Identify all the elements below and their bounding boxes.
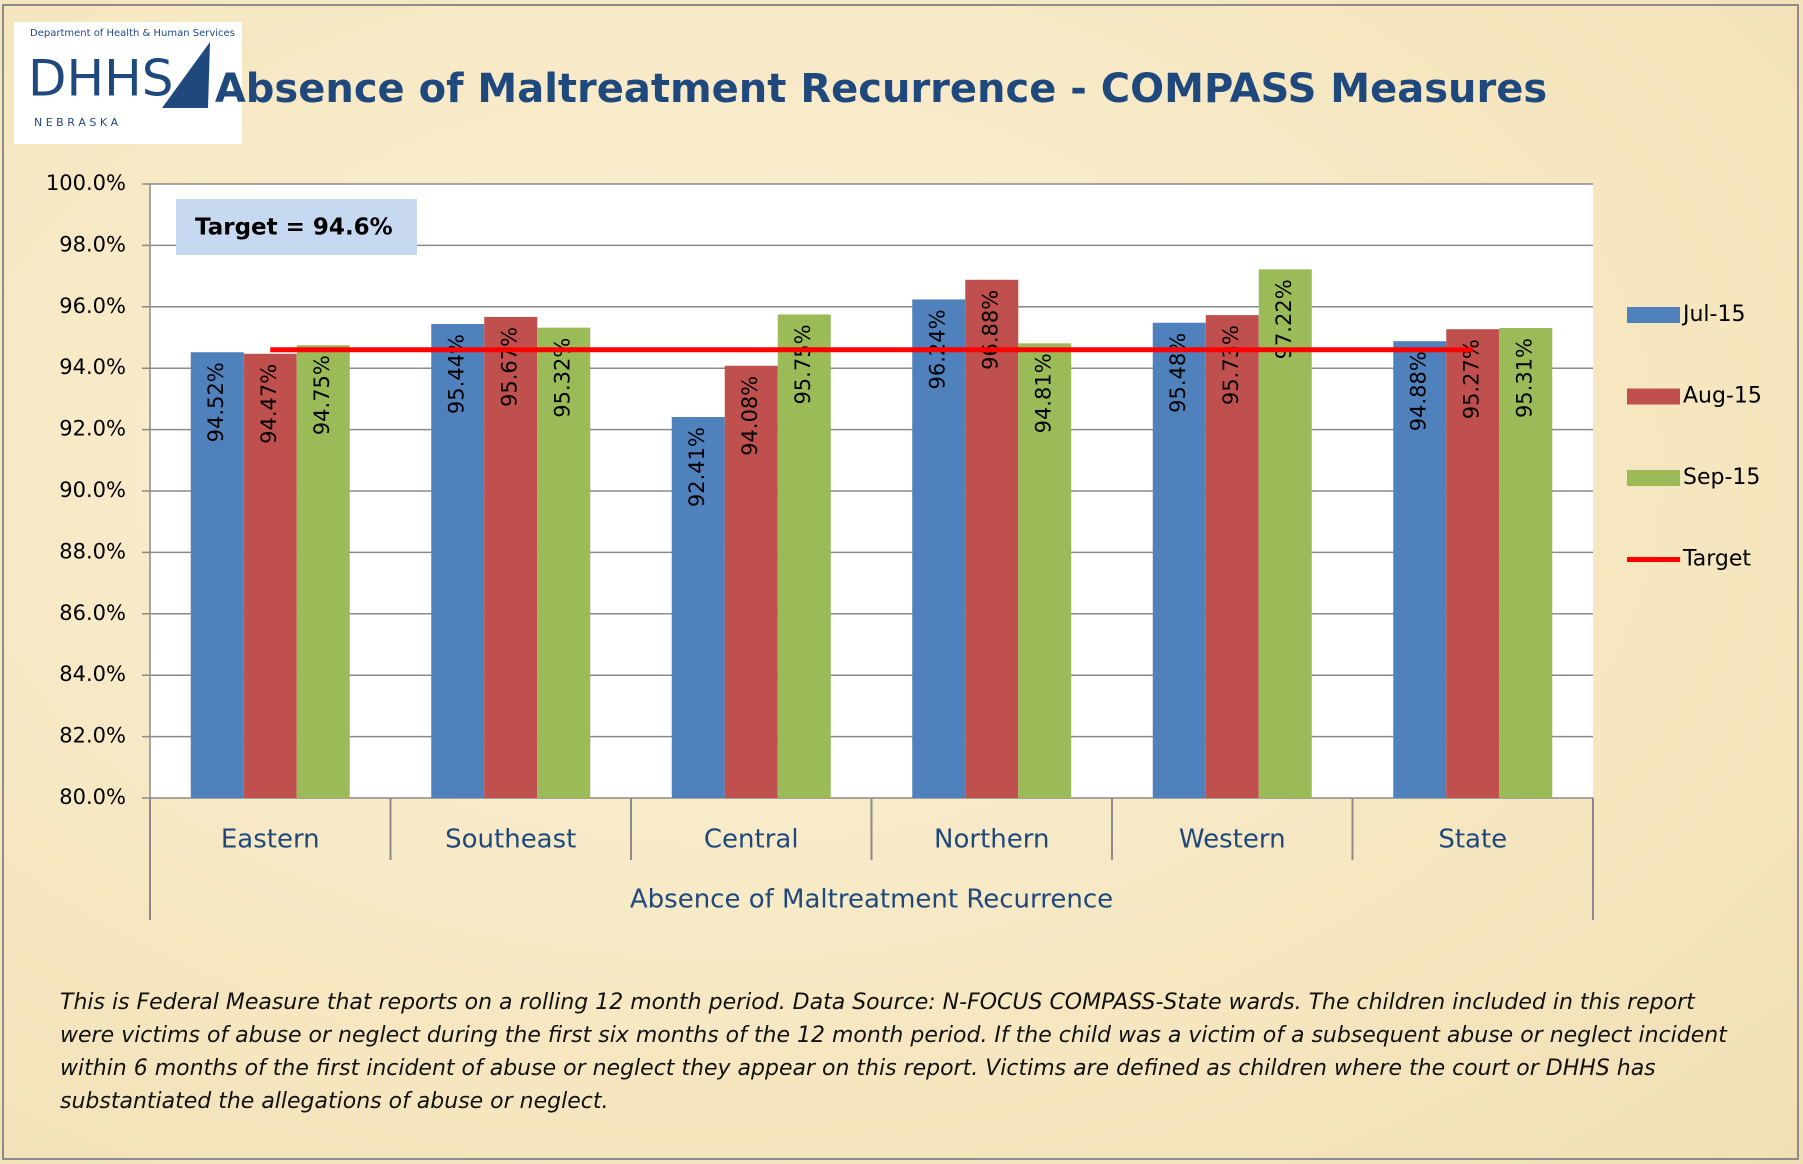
x-tick-label: State <box>1438 825 1507 855</box>
annotation: Target = 94.6% <box>195 215 393 241</box>
y-tick-label: 92.0% <box>59 417 126 441</box>
bar <box>296 345 350 798</box>
value-label: 97.22% <box>1272 279 1296 359</box>
bar <box>1446 329 1500 798</box>
bar <box>777 314 831 798</box>
x-tick-label: Central <box>704 825 799 855</box>
value-label: 95.73% <box>1219 325 1243 405</box>
bar <box>671 417 725 798</box>
legend-label: Target <box>1682 547 1751 572</box>
bar <box>724 365 778 798</box>
legend-swatch <box>1627 470 1680 486</box>
bar <box>1018 343 1072 798</box>
y-tick-label: 82.0% <box>59 724 126 748</box>
legend-label: Jul-15 <box>1681 302 1745 327</box>
y-tick-label: 94.0% <box>59 355 126 379</box>
value-label: 94.88% <box>1407 351 1431 431</box>
value-label: 94.81% <box>1032 353 1056 433</box>
value-label: 95.48% <box>1166 333 1190 413</box>
x-tick-label: Eastern <box>221 825 320 855</box>
value-label: 96.88% <box>979 290 1003 370</box>
bar <box>484 316 538 798</box>
bar <box>1393 341 1447 798</box>
y-tick-label: 90.0% <box>59 478 126 502</box>
x-tick-label: Northern <box>934 825 1049 855</box>
y-tick-label: 88.0% <box>59 539 126 563</box>
value-label: 94.08% <box>738 376 762 456</box>
value-label: 95.44% <box>445 334 469 414</box>
value-label: 95.75% <box>791 324 815 404</box>
logo-department: Department of Health & Human Services <box>30 28 235 39</box>
value-label: 94.52% <box>204 362 228 442</box>
bar <box>190 352 244 798</box>
legend-label: Sep-15 <box>1683 465 1760 490</box>
value-label: 95.67% <box>498 327 522 407</box>
value-label: 95.31% <box>1513 338 1537 418</box>
logo-state: N E B R A S K A <box>34 116 119 129</box>
bar <box>1205 315 1259 798</box>
y-tick-label: 100.0% <box>46 171 126 195</box>
legend-swatch <box>1627 388 1680 405</box>
bar <box>912 299 966 798</box>
y-tick-label: 86.0% <box>59 601 126 625</box>
bar <box>1258 269 1312 798</box>
value-label: 94.47% <box>257 364 281 444</box>
bar <box>1152 322 1206 798</box>
y-tick-label: 84.0% <box>59 662 126 686</box>
value-label: 95.27% <box>1460 339 1484 419</box>
y-tick-label: 80.0% <box>59 785 126 809</box>
legend-swatch <box>1627 307 1680 323</box>
x-tick-label: Southeast <box>445 825 576 855</box>
value-label: 92.41% <box>685 427 709 507</box>
y-tick-label: 98.0% <box>59 232 126 256</box>
annotation-box <box>176 199 417 255</box>
value-label: 94.75% <box>310 355 334 435</box>
bar <box>1499 327 1553 798</box>
footnote: This is Federal Measure that reports on … <box>60 990 1727 1114</box>
logo-name: DHHS <box>28 50 173 108</box>
logo-mark <box>162 42 210 108</box>
x-axis-label: Absence of Maltreatment Recurrence <box>630 885 1113 915</box>
bar <box>243 353 297 798</box>
bar <box>431 323 485 798</box>
bar <box>537 327 591 798</box>
frame <box>2 4 1799 1160</box>
legend-label: Aug-15 <box>1683 384 1762 409</box>
chart-title: Absence of Maltreatment Recurrence - COM… <box>215 66 1547 112</box>
x-tick-label: Western <box>1179 825 1286 855</box>
y-tick-label: 96.0% <box>59 294 126 318</box>
bar <box>965 279 1019 798</box>
